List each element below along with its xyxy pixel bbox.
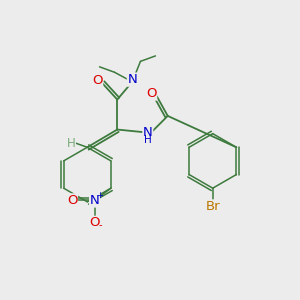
Text: -: - — [99, 220, 102, 230]
Text: Br: Br — [206, 200, 220, 213]
Text: O: O — [146, 87, 157, 100]
Text: +: + — [96, 191, 103, 200]
Text: N: N — [143, 126, 153, 139]
Text: O: O — [92, 74, 103, 87]
Text: H: H — [67, 137, 75, 150]
Text: O: O — [89, 216, 100, 229]
Text: H: H — [144, 136, 152, 146]
Text: N: N — [90, 194, 99, 207]
Text: O: O — [67, 194, 77, 207]
Text: N: N — [128, 73, 137, 86]
